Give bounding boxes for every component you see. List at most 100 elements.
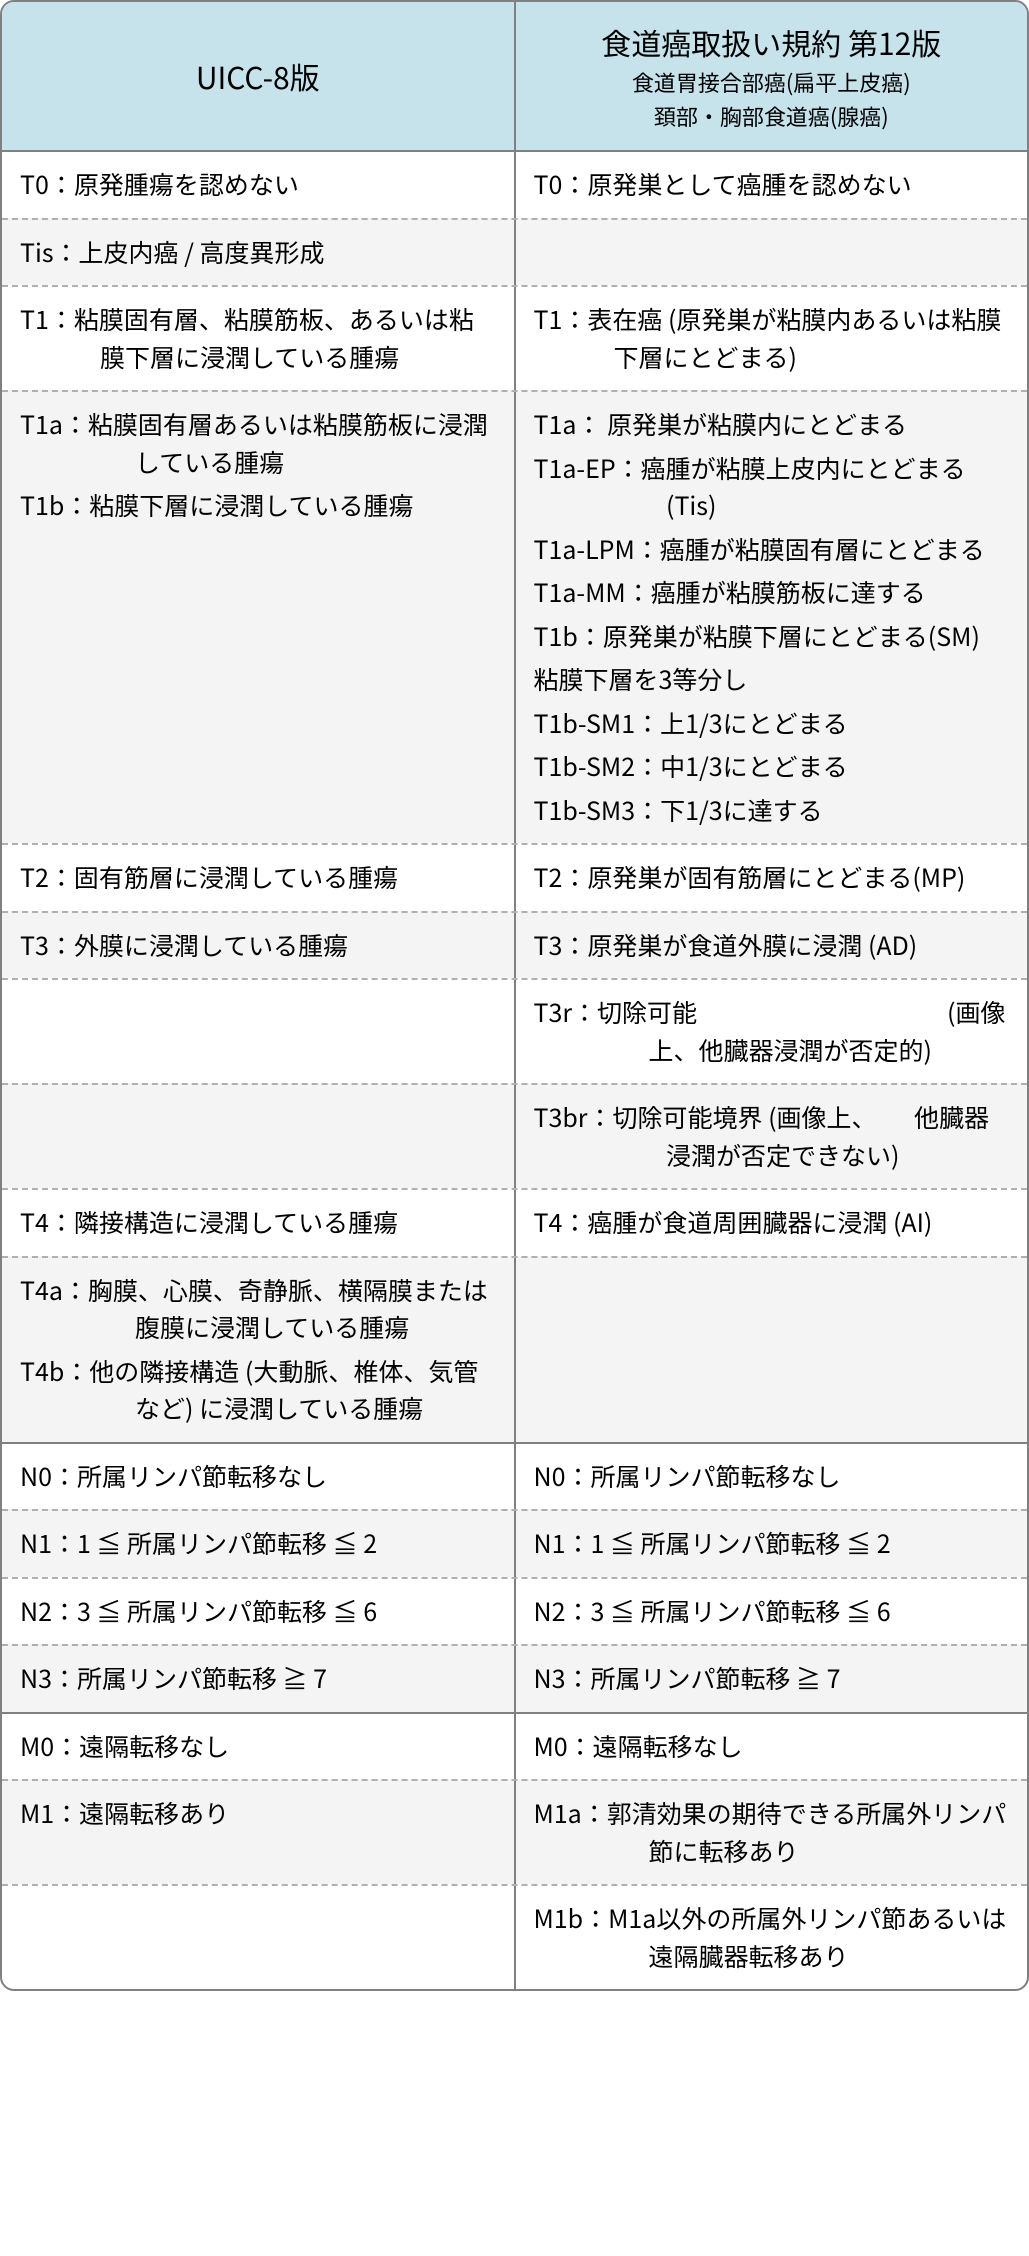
table-row: T1：粘膜固有層、粘膜筋板、あるいは粘膜下層に浸潤している腫瘍 T1：表在癌 (原… bbox=[2, 285, 1027, 390]
cell-text: M0：遠隔転移なし bbox=[20, 1728, 498, 1766]
table-row: T3r：切除可能 (画像上、他臓器浸潤が否定的) bbox=[2, 978, 1027, 1083]
right-cell: M0：遠隔転移なし bbox=[516, 1714, 1028, 1780]
right-cell: M1a：郭清効果の期待できる所属外リンパ節に転移あり bbox=[516, 1781, 1028, 1884]
cell-text: T3r：切除可能 (画像上、他臓器浸潤が否定的) bbox=[534, 994, 1012, 1069]
table-row: T3：外膜に浸潤している腫瘍 T3：原発巣が食道外膜に浸潤 (AD) bbox=[2, 911, 1027, 979]
cell-text: T0：原発腫瘍を認めない bbox=[20, 166, 498, 204]
section: T0：原発腫瘍を認めない T0：原発巣として癌腫を認めない Tis：上皮内癌 / 高… bbox=[2, 150, 1027, 1442]
table-row: Tis：上皮内癌 / 高度異形成 bbox=[2, 218, 1027, 286]
left-cell: M1：遠隔転移あり bbox=[2, 1781, 516, 1884]
left-cell: T1a：粘膜固有層あるいは粘膜筋板に浸潤している腫瘍 T1b：粘膜下層に浸潤してい… bbox=[2, 392, 516, 843]
cell-text: T1b-SM3：下1/3に達する bbox=[534, 792, 1012, 830]
cell-text: M1b：M1a以外の所属外リンパ節あるいは遠隔臓器転移あり bbox=[534, 1900, 1012, 1975]
left-cell: T2：固有筋層に浸潤している腫瘍 bbox=[2, 845, 516, 911]
cell-text: N1：1 ≦ 所属リンパ節転移 ≦ 2 bbox=[534, 1525, 1012, 1563]
table-row: T3br：切除可能境界 (画像上、 他臓器浸潤が否定できない) bbox=[2, 1083, 1027, 1188]
left-cell: N1：1 ≦ 所属リンパ節転移 ≦ 2 bbox=[2, 1511, 516, 1577]
cell-text: T3br：切除可能境界 (画像上、 他臓器浸潤が否定できない) bbox=[534, 1099, 1012, 1174]
cell-text: T2：固有筋層に浸潤している腫瘍 bbox=[20, 859, 498, 897]
right-cell: T2：原発巣が固有筋層にとどまる(MP) bbox=[516, 845, 1028, 911]
table-row: T4：隣接構造に浸潤している腫瘍 T4：癌腫が食道周囲臓器に浸潤 (AI) bbox=[2, 1188, 1027, 1256]
table-row: T0：原発腫瘍を認めない T0：原発巣として癌腫を認めない bbox=[2, 152, 1027, 218]
section: N0：所属リンパ節転移なし N0：所属リンパ節転移なし N1：1 ≦ 所属リンパ節転… bbox=[2, 1442, 1027, 1712]
left-cell: Tis：上皮内癌 / 高度異形成 bbox=[2, 220, 516, 286]
table-row: T1a：粘膜固有層あるいは粘膜筋板に浸潤している腫瘍 T1b：粘膜下層に浸潤してい… bbox=[2, 390, 1027, 843]
left-cell: M0：遠隔転移なし bbox=[2, 1714, 516, 1780]
header-row: UICC-8版 食道癌取扱い規約 第12版 食道胃接合部癌(扁平上皮癌) 頚部・… bbox=[2, 2, 1027, 150]
left-cell: N0：所属リンパ節転移なし bbox=[2, 1444, 516, 1510]
left-cell bbox=[2, 1085, 516, 1188]
right-cell: N0：所属リンパ節転移なし bbox=[516, 1444, 1028, 1510]
table-row: M1：遠隔転移ありM1a：郭清効果の期待できる所属外リンパ節に転移あり bbox=[2, 1779, 1027, 1884]
right-cell: T3r：切除可能 (画像上、他臓器浸潤が否定的) bbox=[516, 980, 1028, 1083]
comparison-table: UICC-8版 食道癌取扱い規約 第12版 食道胃接合部癌(扁平上皮癌) 頚部・… bbox=[0, 0, 1029, 1991]
right-cell: T3：原発巣が食道外膜に浸潤 (AD) bbox=[516, 913, 1028, 979]
cell-text: Tis：上皮内癌 / 高度異形成 bbox=[20, 234, 498, 272]
cell-text: T1a： 原発巣が粘膜内にとどまる bbox=[534, 406, 1012, 444]
cell-text: N3：所属リンパ節転移 ≧ 7 bbox=[20, 1660, 498, 1698]
right-cell: N1：1 ≦ 所属リンパ節転移 ≦ 2 bbox=[516, 1511, 1028, 1577]
cell-text: T1b：原発巣が粘膜下層にとどまる(SM) bbox=[534, 618, 1012, 656]
cell-text: T1b-SM1：上1/3にとどまる bbox=[534, 705, 1012, 743]
cell-text: T1a-EP：癌腫が粘膜上皮内にとどまる(Tis) bbox=[534, 450, 1012, 525]
header-right-sub2: 頚部・胸部食道癌(腺癌) bbox=[526, 100, 1018, 132]
left-cell bbox=[2, 980, 516, 1083]
cell-text: N1：1 ≦ 所属リンパ節転移 ≦ 2 bbox=[20, 1525, 498, 1563]
header-right: 食道癌取扱い規約 第12版 食道胃接合部癌(扁平上皮癌) 頚部・胸部食道癌(腺癌… bbox=[516, 2, 1028, 150]
cell-text: N0：所属リンパ節転移なし bbox=[534, 1458, 1012, 1496]
right-cell: T4：癌腫が食道周囲臓器に浸潤 (AI) bbox=[516, 1190, 1028, 1256]
right-cell: N3：所属リンパ節転移 ≧ 7 bbox=[516, 1646, 1028, 1712]
right-cell: T0：原発巣として癌腫を認めない bbox=[516, 152, 1028, 218]
cell-text: T4a：胸膜、心膜、奇静脈、横隔膜または腹膜に浸潤している腫瘍 bbox=[20, 1272, 498, 1347]
cell-text: T1b：粘膜下層に浸潤している腫瘍 bbox=[20, 487, 498, 525]
table-row: M1b：M1a以外の所属外リンパ節あるいは遠隔臓器転移あり bbox=[2, 1884, 1027, 1989]
left-cell: N2：3 ≦ 所属リンパ節転移 ≦ 6 bbox=[2, 1579, 516, 1645]
section: M0：遠隔転移なし M0：遠隔転移なし M1：遠隔転移ありM1a：郭清効果の期待でき… bbox=[2, 1712, 1027, 1990]
left-cell: T0：原発腫瘍を認めない bbox=[2, 152, 516, 218]
cell-text: T1：表在癌 (原発巣が粘膜内あるいは粘膜下層にとどまる) bbox=[534, 301, 1012, 376]
cell-text: T1a-LPM：癌腫が粘膜固有層にとどまる bbox=[534, 531, 1012, 569]
right-cell: T1a： 原発巣が粘膜内にとどまる T1a-EP：癌腫が粘膜上皮内にとどまる(Ti… bbox=[516, 392, 1028, 843]
table-row: N3：所属リンパ節転移 ≧ 7 N3：所属リンパ節転移 ≧ 7 bbox=[2, 1644, 1027, 1712]
header-right-title: 食道癌取扱い規約 第12版 bbox=[526, 20, 1018, 64]
right-cell bbox=[516, 220, 1028, 286]
left-cell bbox=[2, 1886, 516, 1989]
cell-text: M1a：郭清効果の期待できる所属外リンパ節に転移あり bbox=[534, 1795, 1012, 1870]
cell-text: T4：癌腫が食道周囲臓器に浸潤 (AI) bbox=[534, 1204, 1012, 1242]
cell-text: T2：原発巣が固有筋層にとどまる(MP) bbox=[534, 859, 1012, 897]
right-cell: N2：3 ≦ 所属リンパ節転移 ≦ 6 bbox=[516, 1579, 1028, 1645]
cell-text: T1a-MM：癌腫が粘膜筋板に達する bbox=[534, 574, 1012, 612]
table-row: T4a：胸膜、心膜、奇静脈、横隔膜または腹膜に浸潤している腫瘍T4b：他の隣接構… bbox=[2, 1256, 1027, 1442]
cell-text: T3：外膜に浸潤している腫瘍 bbox=[20, 927, 498, 965]
left-cell: N3：所属リンパ節転移 ≧ 7 bbox=[2, 1646, 516, 1712]
cell-text: T3：原発巣が食道外膜に浸潤 (AD) bbox=[534, 927, 1012, 965]
cell-text: T4b：他の隣接構造 (大動脈、椎体、気管など) に浸潤している腫瘍 bbox=[20, 1353, 498, 1428]
cell-text: N3：所属リンパ節転移 ≧ 7 bbox=[534, 1660, 1012, 1698]
table-row: N2：3 ≦ 所属リンパ節転移 ≦ 6 N2：3 ≦ 所属リンパ節転移 ≦ 6 bbox=[2, 1577, 1027, 1645]
cell-text: M0：遠隔転移なし bbox=[534, 1728, 1012, 1766]
cell-text: N2：3 ≦ 所属リンパ節転移 ≦ 6 bbox=[20, 1593, 498, 1631]
left-cell: T1：粘膜固有層、粘膜筋板、あるいは粘膜下層に浸潤している腫瘍 bbox=[2, 287, 516, 390]
header-left-title: UICC-8版 bbox=[12, 54, 504, 98]
header-right-sub1: 食道胃接合部癌(扁平上皮癌) bbox=[526, 66, 1018, 98]
left-cell: T4：隣接構造に浸潤している腫瘍 bbox=[2, 1190, 516, 1256]
sections-host: T0：原発腫瘍を認めない T0：原発巣として癌腫を認めない Tis：上皮内癌 / 高… bbox=[2, 150, 1027, 1989]
table-row: T2：固有筋層に浸潤している腫瘍 T2：原発巣が固有筋層にとどまる(MP) bbox=[2, 843, 1027, 911]
header-left: UICC-8版 bbox=[2, 2, 516, 150]
cell-text: 粘膜下層を3等分し bbox=[534, 661, 1012, 699]
table-row: M0：遠隔転移なし M0：遠隔転移なし bbox=[2, 1714, 1027, 1780]
right-cell bbox=[516, 1258, 1028, 1442]
left-cell: T3：外膜に浸潤している腫瘍 bbox=[2, 913, 516, 979]
right-cell: T3br：切除可能境界 (画像上、 他臓器浸潤が否定できない) bbox=[516, 1085, 1028, 1188]
cell-text: T1b-SM2：中1/3にとどまる bbox=[534, 748, 1012, 786]
left-cell: T4a：胸膜、心膜、奇静脈、横隔膜または腹膜に浸潤している腫瘍T4b：他の隣接構… bbox=[2, 1258, 516, 1442]
right-cell: M1b：M1a以外の所属外リンパ節あるいは遠隔臓器転移あり bbox=[516, 1886, 1028, 1989]
cell-text: N0：所属リンパ節転移なし bbox=[20, 1458, 498, 1496]
cell-text: T0：原発巣として癌腫を認めない bbox=[534, 166, 1012, 204]
right-cell: T1：表在癌 (原発巣が粘膜内あるいは粘膜下層にとどまる) bbox=[516, 287, 1028, 390]
table-row: N1：1 ≦ 所属リンパ節転移 ≦ 2 N1：1 ≦ 所属リンパ節転移 ≦ 2 bbox=[2, 1509, 1027, 1577]
table-row: N0：所属リンパ節転移なし N0：所属リンパ節転移なし bbox=[2, 1444, 1027, 1510]
cell-text: T1a：粘膜固有層あるいは粘膜筋板に浸潤している腫瘍 bbox=[20, 406, 498, 481]
cell-text: T1：粘膜固有層、粘膜筋板、あるいは粘膜下層に浸潤している腫瘍 bbox=[20, 301, 498, 376]
cell-text: T4：隣接構造に浸潤している腫瘍 bbox=[20, 1204, 498, 1242]
